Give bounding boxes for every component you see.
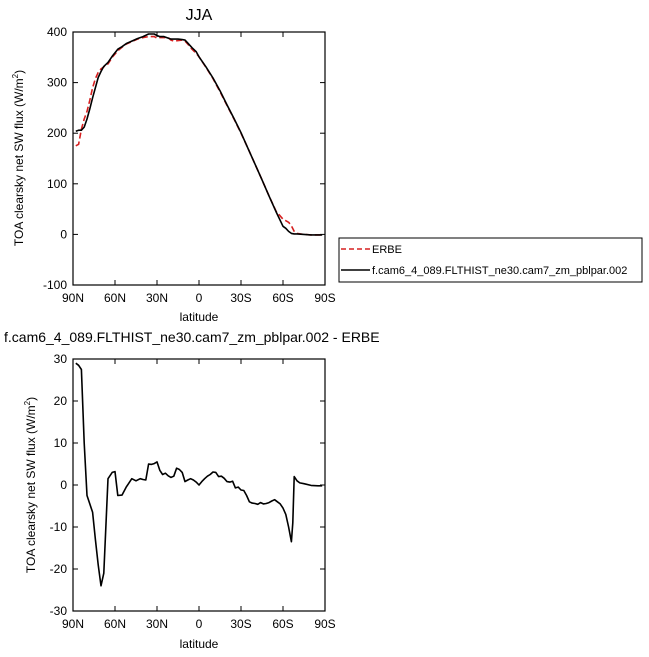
top-x-tick-label: 60N: [104, 291, 126, 305]
bottom-series-group: [75, 362, 323, 587]
top-x-tick-label: 30S: [230, 291, 251, 305]
top-chart: JJA 90N 60N 30N 0 30S 60S 90S -100 0 100 200 300 40…: [11, 7, 336, 324]
top-y-tick-label: 100: [47, 177, 67, 191]
top-y-axis-label-close: ): [12, 70, 26, 74]
bottom-x-axis-label: latitude: [180, 637, 219, 651]
top-y-tick-label: 200: [47, 126, 67, 140]
bottom-x-tick-label: 0: [196, 617, 203, 631]
bottom-x-tick-label: 30S: [230, 617, 251, 631]
bottom-x-tick-label: 30N: [146, 617, 168, 631]
bottom-x-axis: 90N 60N 30N 0 30S 60S 90S: [62, 359, 336, 631]
bottom-y-tick-label: 10: [54, 436, 68, 450]
top-x-tick-label: 0: [196, 291, 203, 305]
bottom-x-tick-label: 90N: [62, 617, 84, 631]
top-series-group: [75, 33, 323, 236]
bottom-x-tick-label: 60N: [104, 617, 126, 631]
top-x-tick-label: 90S: [314, 291, 335, 305]
bottom-series-line-0: [75, 362, 323, 587]
top-x-tick-label: 60S: [272, 291, 293, 305]
top-y-axis-label: TOA clearsky net SW flux (W/m2): [11, 70, 26, 246]
bottom-x-tick-label: 60S: [272, 617, 293, 631]
bottom-x-tick-label: 90S: [314, 617, 335, 631]
bottom-y-axis-label: TOA clearsky net SW flux (W/m2): [23, 397, 38, 573]
top-y-tick-label: 0: [60, 227, 67, 241]
legend: ERBE f.cam6_4_089.FLTHIST_ne30.cam7_zm_p…: [338, 237, 643, 283]
legend-label-erbe: ERBE: [372, 244, 402, 256]
bottom-y-tick-label: 30: [54, 352, 68, 366]
bottom-y-axis-label-sup: 2: [23, 400, 32, 405]
top-y-tick-label: -100: [43, 278, 67, 292]
top-x-axis-label: latitude: [180, 310, 219, 324]
top-x-axis: 90N 60N 30N 0 30S 60S 90S: [62, 32, 336, 305]
top-x-tick-label: 30N: [146, 291, 168, 305]
top-chart-title: JJA: [186, 7, 213, 24]
top-y-tick-label: 300: [47, 76, 67, 90]
top-series-line-0: [75, 35, 323, 236]
top-y-tick-label: 400: [47, 25, 67, 39]
bottom-y-axis-label-close: ): [24, 397, 38, 401]
top-plot-frame: [72, 31, 326, 286]
top-series-line-1: [75, 33, 323, 236]
bottom-y-tick-label: -20: [50, 562, 68, 576]
bottom-chart: f.cam6_4_089.FLTHIST_ne30.cam7_zm_pblpar…: [4, 329, 380, 651]
bottom-y-tick-label: -10: [50, 520, 68, 534]
bottom-y-tick-label: 20: [54, 394, 68, 408]
top-y-axis-label-main: TOA clearsky net SW flux (W/m: [12, 78, 26, 246]
bottom-chart-title: f.cam6_4_089.FLTHIST_ne30.cam7_zm_pblpar…: [4, 329, 380, 345]
bottom-y-axis: -30 -20 -10 0 10 20 30: [50, 352, 325, 618]
bottom-y-tick-label: -30: [50, 604, 68, 618]
top-x-tick-label: 90N: [62, 291, 84, 305]
legend-frame: [338, 237, 643, 283]
bottom-y-tick-label: 0: [60, 478, 67, 492]
legend-label-model: f.cam6_4_089.FLTHIST_ne30.cam7_zm_pblpar…: [372, 265, 627, 277]
top-y-axis-label-sup: 2: [11, 73, 20, 78]
top-y-axis: -100 0 100 200 300 400: [43, 25, 325, 292]
bottom-y-axis-label-main: TOA clearsky net SW flux (W/m: [24, 405, 38, 573]
